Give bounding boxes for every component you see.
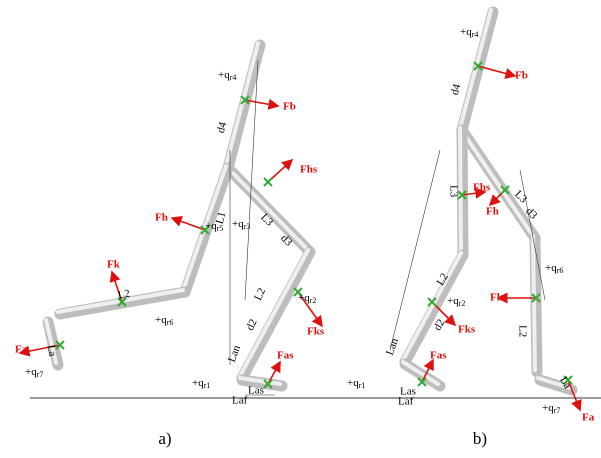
label-main: +q xyxy=(460,26,472,38)
force-label: Fas xyxy=(277,350,294,362)
label: Lan xyxy=(384,336,401,357)
limb xyxy=(242,252,310,378)
limb-highlight xyxy=(240,250,308,376)
label: +qr4 xyxy=(460,26,478,39)
force-label: Fh xyxy=(486,206,499,218)
label: L2 xyxy=(516,325,528,337)
label: d4 xyxy=(449,82,464,96)
panel-caption: b) xyxy=(473,429,487,448)
label: Laf xyxy=(232,395,248,407)
label-main: +q xyxy=(25,366,37,378)
label: +qr1 xyxy=(347,377,365,390)
label-sub: r3 xyxy=(244,222,251,231)
label-sub: r4 xyxy=(230,73,237,82)
label: La xyxy=(45,344,59,358)
label-main: +q xyxy=(542,402,554,414)
force-label: Fb xyxy=(515,70,528,82)
label: +qr2 xyxy=(447,295,465,308)
label-sub: r1 xyxy=(204,381,211,390)
label-main: +q xyxy=(447,295,459,307)
label: d2 xyxy=(244,317,260,332)
label-main: +q xyxy=(232,218,244,230)
label: +qr6 xyxy=(155,314,173,327)
label: L3 xyxy=(447,185,459,198)
force-label: Fh xyxy=(155,212,168,224)
label-main: +q xyxy=(155,314,167,326)
label: Lan xyxy=(226,343,243,364)
label: d4 xyxy=(215,120,230,134)
label-main: +q xyxy=(205,220,217,232)
label-main: +q xyxy=(218,69,230,81)
label: L2 xyxy=(252,286,268,302)
limb-highlight xyxy=(533,236,535,370)
force-label: Fk xyxy=(107,259,121,271)
label: +qr6 xyxy=(545,262,563,275)
label-main: +q xyxy=(347,377,359,389)
force-arrow xyxy=(172,218,205,230)
label-sub: r5 xyxy=(217,224,224,233)
label: +qr4 xyxy=(218,69,236,82)
force-label: Fks xyxy=(458,324,476,336)
label-sub: r1 xyxy=(359,381,366,390)
panel-caption: a) xyxy=(158,429,171,448)
label-sub: r4 xyxy=(472,30,479,39)
label-main: +q xyxy=(298,292,310,304)
label-sub: r2 xyxy=(459,299,466,308)
label-main: +q xyxy=(192,377,204,389)
com-marker xyxy=(264,178,272,186)
figure: a)+qr4Fbd4FhsFhL1+qr5+qr3L3d3FkL2+qr6+qr… xyxy=(0,0,601,458)
force-label: Fa xyxy=(582,412,595,424)
label: Laf xyxy=(398,396,414,408)
label-sub: r6 xyxy=(557,266,564,275)
force-label: Fks xyxy=(307,326,325,338)
label: L2 xyxy=(117,288,131,302)
label: Las xyxy=(248,385,264,397)
label-sub: r7 xyxy=(37,370,44,379)
force-label: Fb xyxy=(283,101,296,113)
force-label: Fhs xyxy=(473,182,491,194)
limb-highlight xyxy=(226,166,308,250)
force-label: Fa xyxy=(15,344,28,356)
force-label: Fk xyxy=(490,292,504,304)
label: +qr7 xyxy=(542,402,560,415)
label-sub: r7 xyxy=(554,406,561,415)
label: +qr7 xyxy=(25,366,43,379)
force-label: Fhs xyxy=(300,164,318,176)
force-arrow xyxy=(478,66,515,76)
label-sub: r6 xyxy=(167,318,174,327)
force-label: Fas xyxy=(430,350,447,362)
label: +qr2 xyxy=(298,292,316,305)
label: +qr3 xyxy=(232,218,250,231)
limb xyxy=(405,255,463,362)
label-main: +q xyxy=(545,262,557,274)
label: +qr1 xyxy=(192,377,210,390)
label-sub: r2 xyxy=(310,296,317,305)
